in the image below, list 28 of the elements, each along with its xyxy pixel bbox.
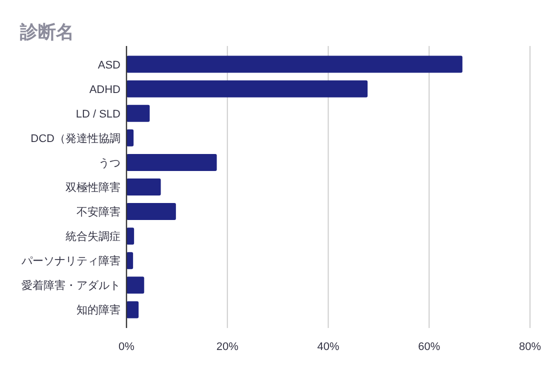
x-tick-label: 0% xyxy=(118,341,135,353)
bar xyxy=(126,154,217,171)
bar xyxy=(126,276,144,294)
y-tick-label: 不安障害 xyxy=(76,206,120,219)
bar xyxy=(126,228,134,245)
bar xyxy=(126,80,368,98)
y-tick-label: 愛着障害・アダルト xyxy=(22,279,120,292)
y-tick-label: 双極性障害 xyxy=(66,181,120,194)
x-tick-label: 60% xyxy=(418,341,440,353)
y-tick-label: パーソナリティ障害 xyxy=(20,254,120,268)
y-tick-label: ADHD xyxy=(89,84,121,96)
bar xyxy=(126,252,134,270)
y-tick-label: うつ xyxy=(98,157,120,170)
x-tick-label: 40% xyxy=(317,341,340,353)
x-tick-label: 20% xyxy=(216,341,239,353)
x-tick-label: 80% xyxy=(518,341,542,353)
bar xyxy=(126,203,176,220)
chart-title: 診断名 xyxy=(19,22,74,42)
y-tick-label: 統合失調症 xyxy=(66,230,120,244)
y-tick-label: 知的障害 xyxy=(76,304,120,317)
bar xyxy=(126,56,462,73)
bar xyxy=(126,129,134,146)
bar xyxy=(126,104,150,122)
bar xyxy=(126,301,139,318)
y-tick-label: DCD（発達性協調 xyxy=(30,132,120,145)
y-tick-label: LD / SLD xyxy=(76,108,121,120)
bar xyxy=(126,178,161,196)
y-tick-label: ASD xyxy=(98,59,121,72)
